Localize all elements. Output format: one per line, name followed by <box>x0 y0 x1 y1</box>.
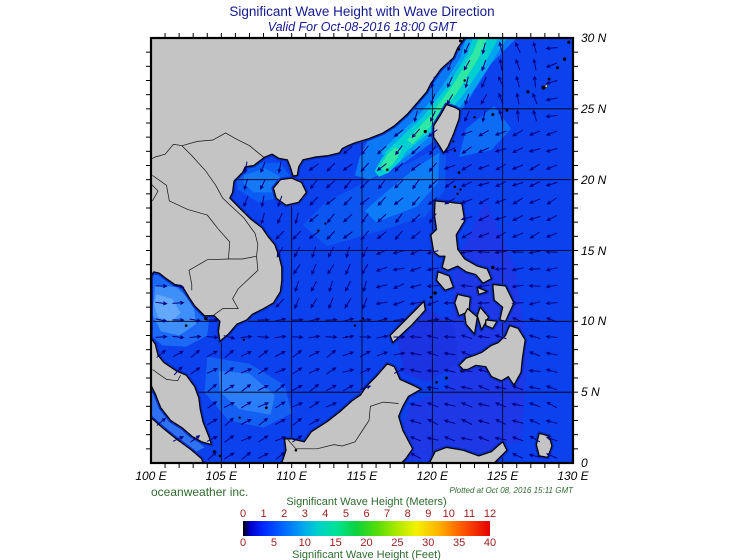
lat-tick-label: 5 N <box>581 385 600 400</box>
page-title: Significant Wave Height with Wave Direct… <box>229 4 495 19</box>
meters-tick-value: 12 <box>483 508 497 520</box>
land-negros <box>464 308 478 335</box>
land-sumatra <box>151 417 204 463</box>
credit-text: oceanweather inc. <box>151 485 249 499</box>
meters-tick-value: 4 <box>322 508 329 520</box>
land-sulawesi <box>428 441 508 463</box>
map-frame <box>149 36 575 465</box>
valid-time-subtitle: Valid For Oct-08-2016 18:00 GMT <box>267 19 457 34</box>
feet-tick-value: 35 <box>452 537 466 549</box>
lat-tick-label: 25 N <box>581 101 607 116</box>
colorbar-feet-label: Significant Wave Height (Feet) <box>292 549 441 560</box>
feet-tick-value: 15 <box>329 537 342 549</box>
lon-tick-label: 105 E <box>205 469 238 483</box>
lon-tick-label: 115 E <box>346 469 378 483</box>
feet-tick-value: 40 <box>483 537 497 549</box>
land-asia-mainland <box>151 38 466 446</box>
small-islands <box>151 39 571 458</box>
lat-tick-label: 10 N <box>581 314 607 329</box>
border-malaysia-indonesia-borneo <box>285 401 399 450</box>
land-mindanao <box>458 325 526 386</box>
land-samar-leyte <box>492 283 515 322</box>
lat-tick-label: 20 N <box>581 172 607 187</box>
land-masbate <box>476 286 488 295</box>
border-myanmar-thailand <box>151 183 159 202</box>
meters-tick-value: 6 <box>363 508 370 520</box>
wave-height-map <box>146 33 578 468</box>
land-palawan <box>389 300 426 344</box>
border-cambodia-vietnam <box>212 256 259 316</box>
feet-tick-value: 10 <box>298 537 311 549</box>
land-hainan <box>272 177 307 206</box>
land-mindoro <box>436 271 454 291</box>
meters-tick-value: 2 <box>281 508 288 520</box>
land-bohol <box>485 319 498 329</box>
feet-tick-value: 25 <box>391 537 404 549</box>
degree-ticks <box>146 33 578 468</box>
wave-height-colorbar <box>243 521 490 536</box>
land-luzon <box>430 200 492 284</box>
meters-tick-value: 0 <box>239 508 247 520</box>
meters-tick-value: 7 <box>384 508 391 520</box>
border-china-laos-myanmar <box>151 143 182 160</box>
country-borders <box>151 132 399 450</box>
meters-tick-value: 1 <box>260 508 267 520</box>
lat-tick-label: 0 <box>581 456 588 470</box>
meters-tick-value: 5 <box>342 508 349 520</box>
colorbar-feet-ticks: 0 5 10 15 20 25 30 35 40 <box>239 537 496 549</box>
lon-tick-label: 125 E <box>486 469 519 483</box>
border-laos-cambodia <box>228 255 257 260</box>
feet-tick-value: 20 <box>360 537 373 549</box>
meters-tick-value: 9 <box>425 508 432 520</box>
colorbar-meters-label: Significant Wave Height (Meters) <box>286 496 447 508</box>
land-borneo <box>281 363 422 463</box>
plotted-timestamp: Plotted at Oct 08, 2016 15:11 GMT <box>449 486 573 495</box>
feet-tick-value: 0 <box>239 537 247 549</box>
colorbar-meters-ticks: 0 1 2 3 4 5 6 7 8 9 10 11 12 <box>239 508 496 520</box>
map-content <box>151 38 573 463</box>
chart-header: Significant Wave Height with Wave Direct… <box>151 4 573 34</box>
land-cebu <box>476 306 490 331</box>
meters-tick-value: 11 <box>463 508 476 520</box>
border-china-vietnam <box>181 132 265 158</box>
border-thailand-cambodia <box>188 258 229 291</box>
lat-tick-label: 30 N <box>581 31 607 45</box>
feet-tick-value: 5 <box>270 537 277 549</box>
land-halmahera <box>535 432 553 458</box>
lon-tick-label: 100 E <box>135 469 167 483</box>
border-thailand-malaysia <box>152 369 181 382</box>
land-taiwan <box>433 103 461 154</box>
land-layer <box>151 38 553 463</box>
lon-tick-label: 110 E <box>276 469 307 483</box>
lon-tick-label: 120 E <box>416 469 449 483</box>
lat-tick-label: 15 N <box>581 243 607 258</box>
wave-direction-arrows <box>155 41 558 461</box>
meters-tick-value: 3 <box>301 508 308 520</box>
meters-tick-value: 10 <box>442 508 455 520</box>
border-laos-thailand <box>152 175 231 260</box>
lon-tick-label: 130 E <box>557 469 589 483</box>
border-vietnam-laos <box>181 145 259 257</box>
meters-tick-value: 8 <box>404 508 411 520</box>
feet-tick-value: 30 <box>422 537 435 549</box>
